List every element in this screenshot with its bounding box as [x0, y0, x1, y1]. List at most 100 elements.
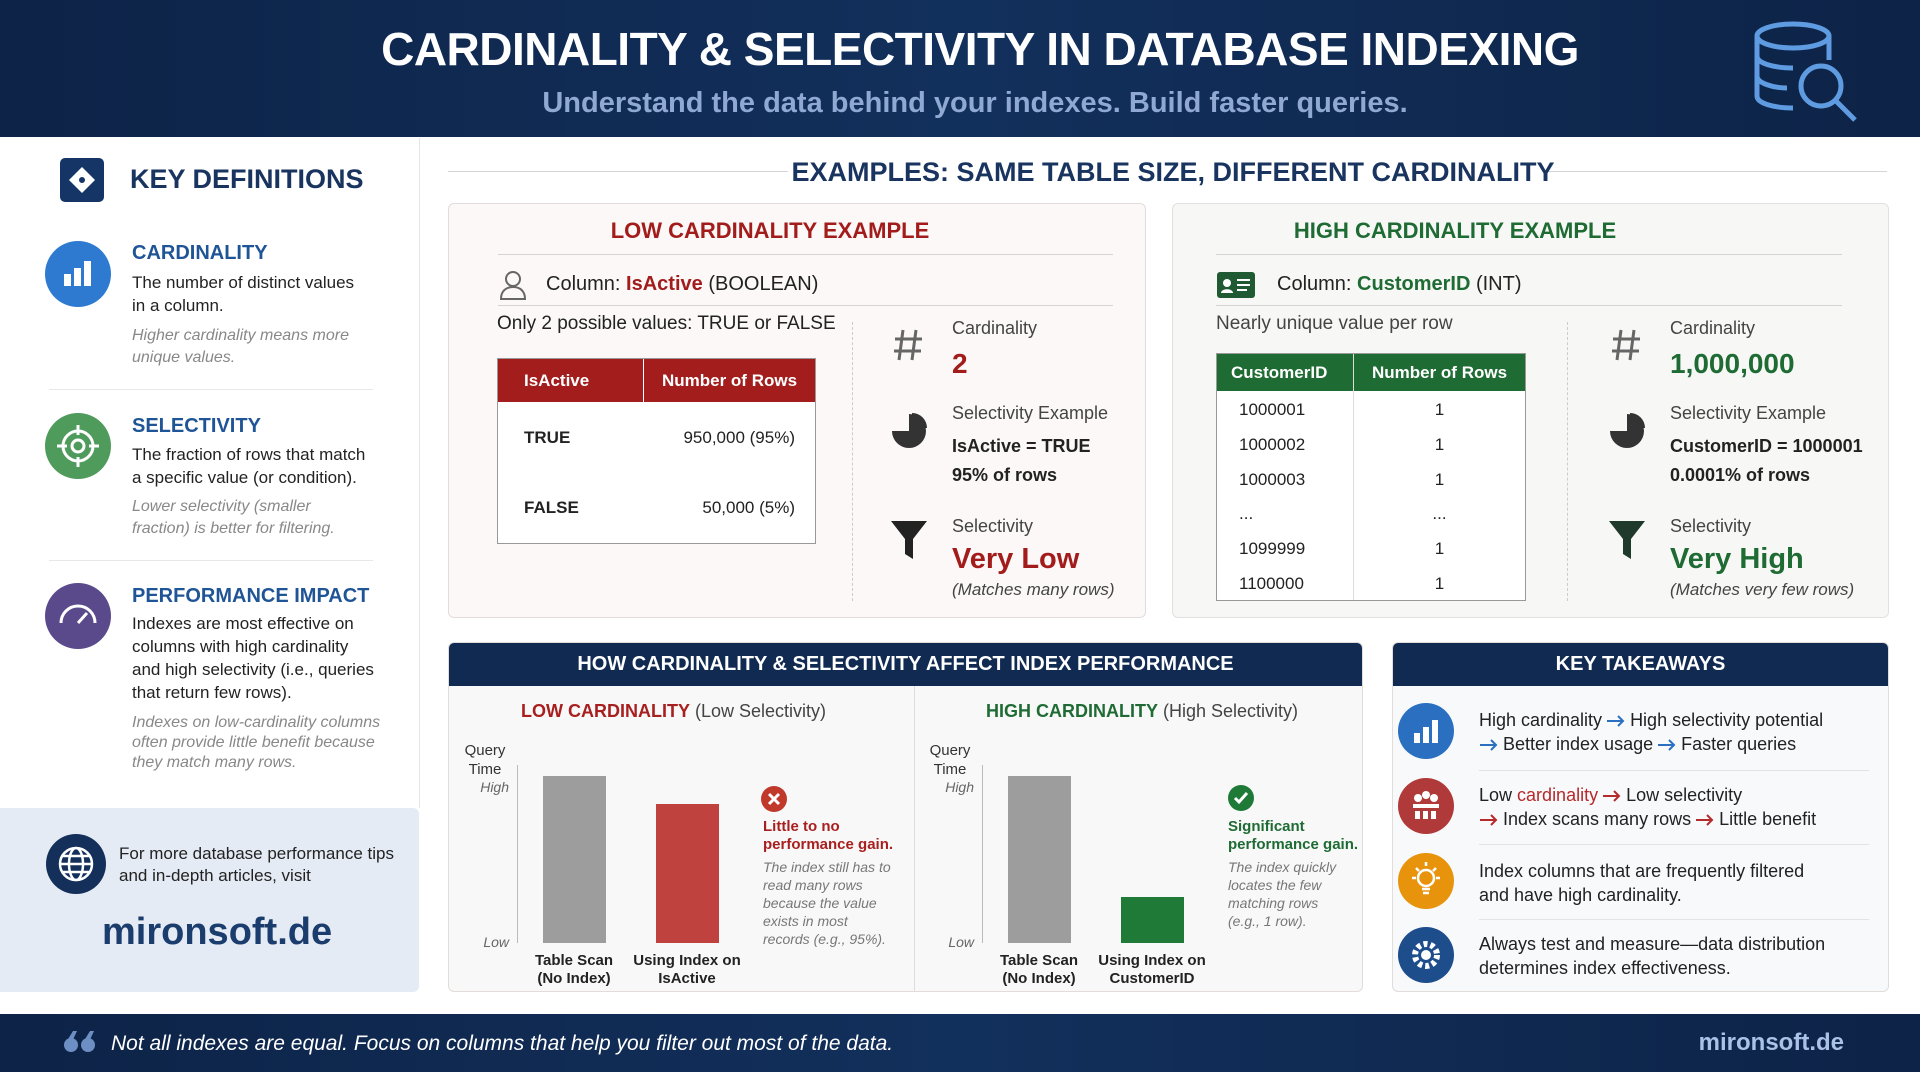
- definition-note: Higher cardinality means more unique val…: [132, 327, 349, 366]
- divider: [914, 686, 915, 991]
- bar: [543, 775, 606, 943]
- table-cell: 1000002: [1239, 434, 1306, 454]
- chart-title-main: HIGH CARDINALITY: [986, 701, 1158, 721]
- column-line: Column: IsActive (BOOLEAN): [546, 272, 818, 296]
- table-cell: 1000001: [1239, 400, 1306, 419]
- table-cell: 1100000: [1239, 574, 1304, 593]
- column-line: Column: CustomerID (INT): [1277, 272, 1522, 296]
- y-tick-label: Low: [948, 934, 974, 950]
- annotation-title: Significant performance gain.: [1228, 818, 1359, 853]
- panel-title: HIGH CARDINALITY EXAMPLE: [1293, 218, 1617, 243]
- table-cell: ...: [1239, 504, 1254, 524]
- table-cell: 1099999: [1239, 539, 1306, 559]
- globe-icon: [46, 834, 106, 894]
- panel-title: LOW CARDINALITY EXAMPLE: [610, 218, 930, 243]
- stat-label: Selectivity Example: [1670, 403, 1827, 423]
- performance-panel: HOW CARDINALITY & SELECTIVITY AFFECT IND…: [448, 642, 1363, 992]
- stat-value: Very High: [1670, 543, 1804, 575]
- table-cell: 1: [1434, 469, 1445, 489]
- takeaways-panel: KEY TAKEAWAYS High cardinality High selec…: [1392, 642, 1889, 992]
- table-cell: 1: [1434, 434, 1445, 454]
- footer: [0, 1014, 1920, 1072]
- footer-site[interactable]: mironsoft.de: [1698, 1029, 1844, 1056]
- table-cell: 1: [1434, 400, 1445, 419]
- bar: [1121, 896, 1184, 943]
- stat-note: (Matches very few rows): [1670, 580, 1855, 599]
- heading-rule: [448, 171, 788, 172]
- x-tick-label: Using Index on CustomerID: [1098, 952, 1206, 987]
- pie-icon: [892, 413, 927, 448]
- rule: [498, 305, 1113, 306]
- table-cell: TRUE: [524, 428, 571, 447]
- table: IsActive Number of Rows TRUE 950,000 (95…: [497, 358, 816, 544]
- performance-icon: [45, 583, 111, 649]
- y-tick-label: Low: [483, 934, 509, 950]
- database-search-icon: [1754, 21, 1857, 122]
- table: CustomerID Number of Rows 1000001 1 100000…: [1216, 353, 1526, 601]
- separator: [1479, 770, 1869, 771]
- takeaway-icon: [1398, 703, 1454, 759]
- separator: [49, 389, 373, 390]
- stat-example: CustomerID = 1000001 0.0001% of rows: [1670, 436, 1863, 485]
- column-name: CustomerID: [1357, 273, 1471, 295]
- table-divider: [643, 359, 644, 402]
- funnel-icon: [891, 521, 927, 559]
- stat-label: Cardinality: [952, 318, 1038, 338]
- funnel-icon: [1609, 521, 1645, 559]
- chart-title: HIGH CARDINALITY (High Selectivity): [986, 701, 1298, 723]
- check-icon: [1228, 785, 1254, 811]
- column-type: (BOOLEAN): [708, 273, 819, 295]
- definitions-icon: [60, 158, 104, 202]
- chart-subtitle: (Low Selectivity): [694, 701, 827, 721]
- title: CARDINALITY & SELECTIVITY IN DATABASE IN…: [381, 23, 1579, 75]
- table-cell: 950,000 (95%): [683, 428, 795, 447]
- sidebar-border: [419, 138, 420, 808]
- sidebar-heading: KEY DEFINITIONS: [130, 164, 364, 194]
- hash-icon: [1612, 329, 1640, 361]
- chart-title-main: LOW CARDINALITY: [521, 701, 690, 721]
- table-cell: 50,000 (5%): [702, 498, 795, 517]
- definition-text: The number of distinct values in a colum…: [132, 273, 355, 315]
- rule: [1216, 305, 1842, 306]
- x-tick-label: Table Scan (No Index): [999, 952, 1079, 987]
- subtitle: Understand the data behind your indexes.…: [542, 87, 1408, 119]
- takeaway-part: Index scans many rows: [1503, 809, 1692, 829]
- column-type: (INT): [1475, 273, 1522, 295]
- takeaway-icon: [1398, 853, 1454, 909]
- header-cell: IsActive: [524, 371, 590, 390]
- stat-label: Selectivity: [952, 516, 1034, 536]
- selectivity-icon: [45, 413, 111, 479]
- takeaway-part: High selectivity potential: [1630, 710, 1824, 730]
- takeaway-icon: [1398, 778, 1454, 834]
- annotation-title: Little to no performance gain.: [763, 818, 894, 853]
- header-cell: CustomerID: [1231, 363, 1328, 382]
- arrow: [1480, 814, 1498, 826]
- person-icon: [499, 271, 527, 300]
- arrow: [1480, 739, 1498, 751]
- definition-title: SELECTIVITY: [132, 415, 261, 437]
- promo-link[interactable]: mironsoft.de: [102, 911, 333, 953]
- definition-title: CARDINALITY: [132, 242, 268, 264]
- table-header: [498, 359, 815, 402]
- divider: [1567, 322, 1568, 601]
- note: Only 2 possible values: TRUE or FALSE: [497, 313, 836, 334]
- bar: [656, 803, 719, 943]
- table-cell: 1: [1434, 574, 1445, 593]
- takeaway-text: Index columns that are frequently filter…: [1479, 861, 1805, 905]
- stat-value: Very Low: [952, 543, 1080, 575]
- panel-header: KEY TAKEAWAYS: [1393, 643, 1888, 686]
- chart: HIGH CARDINALITY (High Selectivity) Query …: [914, 643, 1362, 991]
- column-name: IsActive: [626, 273, 703, 295]
- takeaway-part: cardinality: [1517, 785, 1599, 805]
- table-divider: [1353, 354, 1354, 600]
- stat-example: IsActive = TRUE 95% of rows: [952, 436, 1091, 485]
- rule: [1216, 254, 1842, 255]
- panel-header: HOW CARDINALITY & SELECTIVITY AFFECT IND…: [449, 643, 1362, 686]
- takeaway-icon: [1398, 927, 1454, 983]
- stat-value: 1,000,000: [1670, 348, 1795, 379]
- annotation-text: The index still has to read many rows be…: [763, 859, 891, 947]
- arrow: [1696, 814, 1714, 826]
- note: Nearly unique value per row: [1216, 313, 1453, 334]
- takeaway-text: High cardinality High selectivity potenti…: [1479, 708, 1823, 756]
